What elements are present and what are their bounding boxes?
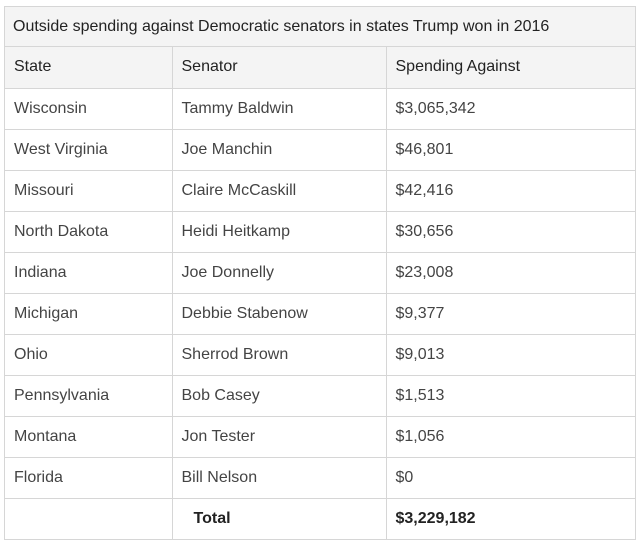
spending-cell: $42,416 (386, 170, 635, 212)
state-cell: Missouri (5, 170, 173, 212)
table-row: Indiana Joe Donnelly $23,008 (5, 252, 635, 294)
spending-cell: $9,377 (386, 293, 635, 335)
column-header-state: State (5, 47, 173, 89)
state-cell: Ohio (5, 334, 173, 376)
spending-cell: $46,801 (386, 129, 635, 171)
data-table: State Senator Spending Against Wisconsin… (5, 47, 635, 539)
state-cell: North Dakota (5, 211, 173, 253)
senator-cell: Jon Tester (172, 416, 387, 458)
table-row: Florida Bill Nelson $0 (5, 457, 635, 499)
table-row: Michigan Debbie Stabenow $9,377 (5, 293, 635, 335)
header-row: State Senator Spending Against (5, 47, 635, 89)
table-row: West Virginia Joe Manchin $46,801 (5, 129, 635, 171)
table-row: Ohio Sherrod Brown $9,013 (5, 334, 635, 376)
state-cell: Florida (5, 457, 173, 499)
table-row: North Dakota Heidi Heitkamp $30,656 (5, 211, 635, 253)
senator-cell: Debbie Stabenow (172, 293, 387, 335)
senator-cell: Heidi Heitkamp (172, 211, 387, 253)
total-label: Total (172, 498, 387, 539)
spending-cell: $9,013 (386, 334, 635, 376)
state-cell: Wisconsin (5, 88, 173, 130)
spending-cell: $23,008 (386, 252, 635, 294)
spending-cell: $1,513 (386, 375, 635, 417)
senator-cell: Bob Casey (172, 375, 387, 417)
table-row: Missouri Claire McCaskill $42,416 (5, 170, 635, 212)
senator-cell: Sherrod Brown (172, 334, 387, 376)
total-row: Total $3,229,182 (5, 498, 635, 539)
spending-cell: $30,656 (386, 211, 635, 253)
senator-cell: Tammy Baldwin (172, 88, 387, 130)
senator-cell: Joe Manchin (172, 129, 387, 171)
total-value: $3,229,182 (395, 509, 476, 527)
table-row: Wisconsin Tammy Baldwin $3,065,342 (5, 88, 635, 130)
state-cell: Michigan (5, 293, 173, 335)
spending-cell: $0 (386, 457, 635, 499)
spending-cell: $3,065,342 (386, 88, 635, 130)
senator-cell: Claire McCaskill (172, 170, 387, 212)
state-cell: Montana (5, 416, 173, 458)
senator-cell: Joe Donnelly (172, 252, 387, 294)
total-empty-cell (5, 498, 173, 539)
spending-table: Outside spending against Democratic sena… (4, 6, 636, 540)
state-cell: Pennsylvania (5, 375, 173, 417)
table-row: Montana Jon Tester $1,056 (5, 416, 635, 458)
table-caption: Outside spending against Democratic sena… (5, 7, 635, 47)
column-header-senator: Senator (172, 47, 387, 89)
senator-cell: Bill Nelson (172, 457, 387, 499)
column-header-spending: Spending Against (386, 47, 635, 89)
state-cell: West Virginia (5, 129, 173, 171)
spending-cell: $1,056 (386, 416, 635, 458)
table-row: Pennsylvania Bob Casey $1,513 (5, 375, 635, 417)
state-cell: Indiana (5, 252, 173, 294)
